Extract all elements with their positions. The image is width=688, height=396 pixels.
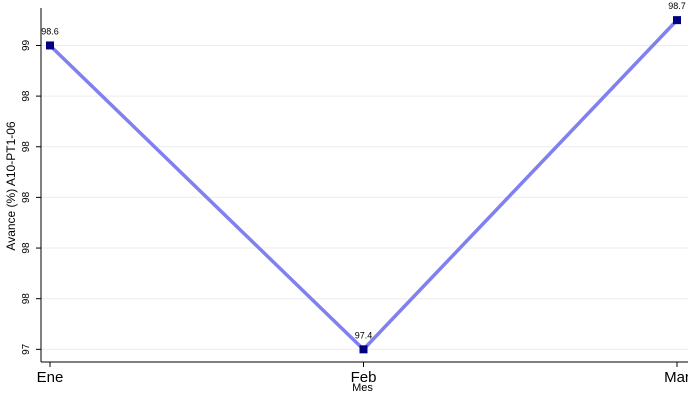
y-axis-title: Avance (%) A10-PT1-06 [4,121,18,251]
x-ticks: Ene Feb Mar [37,362,688,386]
data-label: 97.4 [355,330,373,340]
x-tick-label: Mar [664,369,688,386]
y-tick-label: 98 [21,293,32,305]
gridlines [41,44,688,350]
series [46,16,681,354]
x-axis-title: Mes [352,382,373,394]
axes [40,8,688,363]
y-tick-label: 99 [21,39,32,51]
data-point [359,345,368,354]
y-tick-label: 97 [21,343,32,355]
data-label: 98.7 [668,1,686,11]
y-tick-label: 98 [21,90,32,102]
data-point [46,41,54,50]
y-ticks: 9798989898989999 [21,0,41,355]
data-label: 98.6 [41,26,59,36]
data-labels: 98.6 97.4 98.7 [41,1,686,340]
x-tick-label: Ene [37,369,64,386]
data-point [673,16,681,25]
y-tick-label: 98 [21,242,32,254]
y-tick-label: 98 [21,141,32,153]
x-tick-label: Feb [351,369,377,386]
y-tick-label: 98 [21,191,32,203]
series-line [48,18,679,352]
